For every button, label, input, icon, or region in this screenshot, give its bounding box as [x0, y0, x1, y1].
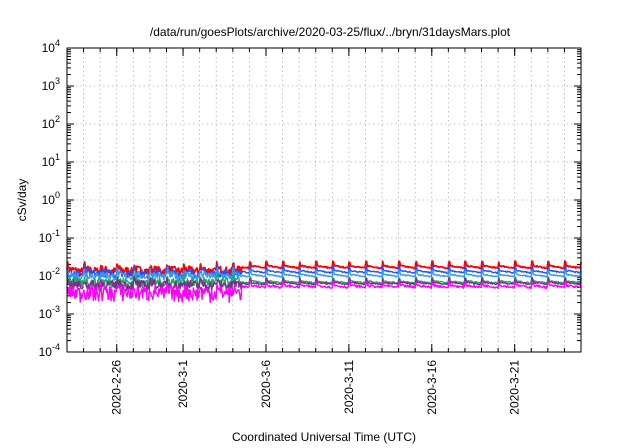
y-tick-label: 104 [42, 38, 60, 55]
x-tick-label: 2020-3-6 [259, 360, 273, 408]
y-tick-labels: 10-4 10-3 10-2 10-1 100 101 102 103 104 [39, 38, 60, 359]
chart-title: /data/run/goesPlots/archive/2020-03-25/f… [150, 25, 511, 39]
y-tick-label: 10-2 [39, 266, 60, 283]
plot-frame [66, 47, 582, 353]
y-tick-label: 10-3 [39, 304, 60, 321]
grid-lines [67, 47, 581, 353]
y-tick-label: 102 [42, 114, 60, 131]
y-tick-label: 101 [42, 152, 60, 169]
y-tick-label: 10-1 [39, 228, 60, 245]
series-group [66, 260, 582, 303]
x-tick-labels: 2020-2-26 2020-3-1 2020-3-6 2020-3-11 2020-3… [110, 360, 522, 415]
y-tick-label: 100 [42, 190, 60, 207]
series-line [66, 260, 582, 277]
x-tick-label: 2020-3-21 [508, 360, 522, 415]
y-tick-label: 103 [42, 76, 60, 93]
series-line [66, 280, 582, 303]
y-axis-label: cSv/day [15, 179, 29, 222]
x-tick-label: 2020-3-1 [176, 360, 190, 408]
y-tick-label: 10-4 [39, 342, 60, 359]
x-axis-label: Coordinated Universal Time (UTC) [232, 430, 416, 444]
x-tick-label: 2020-3-11 [342, 360, 356, 414]
series-line [66, 276, 582, 292]
x-tick-label: 2020-2-26 [110, 360, 124, 415]
x-tick-label: 2020-3-16 [425, 360, 439, 415]
series-line [66, 272, 582, 290]
